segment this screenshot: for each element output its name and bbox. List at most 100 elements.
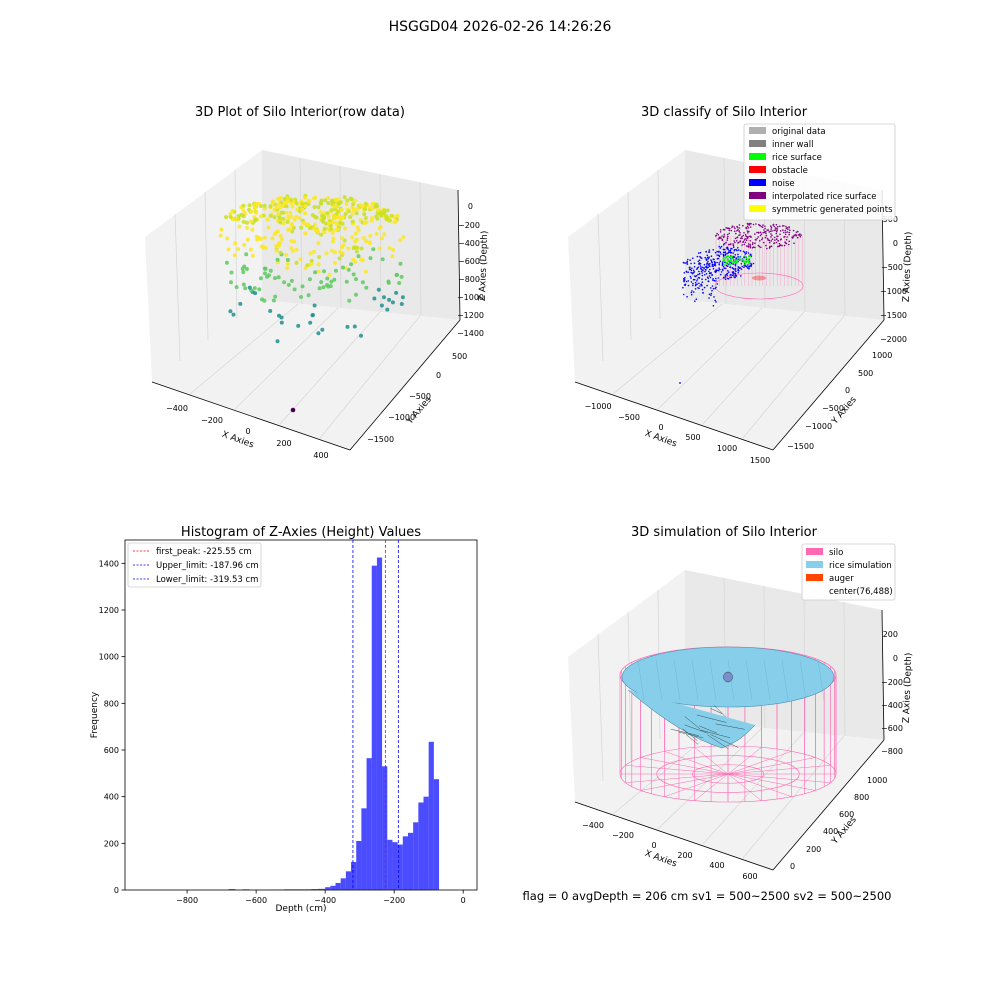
classify-interpolated-point bbox=[726, 239, 729, 241]
classify-interpolated-point bbox=[738, 230, 740, 232]
rice-mesh-line bbox=[781, 659, 789, 701]
classify-interpolated-point bbox=[731, 226, 733, 229]
simulation-floor-pane bbox=[575, 720, 884, 870]
silo-floor-spoke bbox=[727, 751, 792, 775]
raw-scatter-point bbox=[245, 226, 249, 230]
raw-scatter-point bbox=[252, 205, 257, 210]
classify-noise-outlier bbox=[679, 382, 681, 384]
classify-interpolated-point bbox=[768, 239, 771, 242]
classify-ytick: 1000 bbox=[872, 351, 892, 360]
raw-scatter-point bbox=[353, 198, 358, 203]
simulation-zlabel: Z Axies (Depth) bbox=[902, 653, 914, 724]
raw-scatter-point bbox=[332, 261, 337, 265]
raw-scatter-point bbox=[327, 221, 332, 226]
raw-scatter-point bbox=[351, 206, 356, 211]
raw-scatter-point bbox=[393, 219, 398, 224]
raw-scatter-point bbox=[379, 303, 384, 308]
classify-noise-point bbox=[706, 262, 708, 265]
classify-noise-point bbox=[706, 284, 708, 287]
classify-rice-point bbox=[729, 259, 732, 261]
classify-noise-point bbox=[691, 272, 693, 274]
simulation-xtick: 0 bbox=[651, 841, 656, 850]
raw-ytick: 500 bbox=[452, 352, 467, 361]
raw-scatter-point bbox=[307, 277, 312, 282]
classify-interpolated-point bbox=[770, 225, 772, 227]
raw-scatter-point bbox=[279, 320, 284, 325]
raw-scatter-point bbox=[276, 202, 281, 207]
classify-ztick: −500 bbox=[881, 263, 903, 272]
raw-scatter-point bbox=[331, 239, 335, 244]
raw-scatter-point bbox=[234, 217, 239, 221]
classify-noise-point bbox=[699, 251, 702, 254]
classify-xtick: 1000 bbox=[717, 444, 737, 453]
classify-noise-point bbox=[740, 263, 743, 265]
classify-rice-point bbox=[726, 258, 729, 261]
raw-scatter-point bbox=[300, 284, 305, 289]
raw-scatter-point bbox=[278, 234, 283, 238]
raw-scatter-point bbox=[308, 320, 313, 325]
classify-noise-point bbox=[704, 278, 707, 281]
classify-xtick: 500 bbox=[685, 433, 700, 442]
classify-left-pane bbox=[568, 150, 685, 382]
simulation-xtick: −200 bbox=[612, 831, 634, 840]
classify-noise-point bbox=[685, 270, 688, 273]
classify-noise-point bbox=[712, 278, 714, 280]
classify-noise-point bbox=[715, 280, 717, 282]
raw-scatter-point bbox=[324, 221, 329, 226]
raw-scatter-point bbox=[284, 252, 289, 257]
classify-noise-point bbox=[727, 271, 730, 274]
legend-swatch-symmetric-generated-points bbox=[749, 205, 766, 212]
raw-scatter-point bbox=[288, 210, 293, 215]
raw-scatter-point bbox=[363, 269, 368, 274]
classify-interpolated-point bbox=[763, 229, 765, 231]
classify-noise-point bbox=[710, 292, 713, 295]
classify-noise-point bbox=[732, 246, 735, 248]
classify-floor-pane bbox=[575, 300, 884, 450]
raw-scatter-point bbox=[331, 213, 336, 218]
classify-noise-point bbox=[716, 283, 719, 285]
classify-noise-point bbox=[703, 268, 705, 270]
classify-noise-point bbox=[714, 287, 717, 290]
classify-noise-point bbox=[685, 280, 688, 283]
classify-interpolated-point bbox=[747, 232, 749, 234]
classify-interpolated-point bbox=[742, 224, 744, 227]
classify-noise-point bbox=[697, 273, 699, 276]
classify-noise-point bbox=[705, 250, 708, 253]
classify-legend-frame bbox=[743, 123, 896, 221]
raw-scatter-point bbox=[320, 327, 325, 332]
raw-scatter-point bbox=[329, 279, 334, 284]
histogram-bar bbox=[340, 878, 346, 890]
classify-interpolated-point bbox=[750, 223, 752, 225]
histogram-bar bbox=[387, 839, 393, 890]
classify-rice-point bbox=[747, 261, 750, 263]
classify-interpolated-point bbox=[792, 229, 795, 232]
raw-scatter-point bbox=[398, 238, 403, 243]
classify-noise-point bbox=[686, 296, 688, 298]
rice-mesh-line bbox=[637, 659, 645, 701]
raw-scatter-point bbox=[345, 198, 350, 203]
classify-noise-point bbox=[705, 269, 707, 271]
raw-scatter-point bbox=[313, 195, 318, 200]
rice-crater-line bbox=[678, 731, 704, 739]
raw-scatter-point bbox=[384, 217, 389, 221]
classify-noise-point bbox=[733, 249, 736, 251]
histogram-bar bbox=[402, 836, 408, 890]
raw-scatter-point bbox=[363, 201, 368, 206]
classify-noise-point bbox=[712, 268, 715, 270]
raw-ytick: −1000 bbox=[388, 413, 415, 422]
raw-scatter-point bbox=[368, 233, 373, 238]
raw-scatter-title: 3D Plot of Silo Interior(row data) bbox=[195, 105, 405, 120]
raw-scatter-point bbox=[294, 260, 299, 265]
classify-interpolated-point bbox=[723, 228, 726, 231]
raw-scatter-point bbox=[313, 270, 318, 275]
raw-scatter-point bbox=[354, 237, 359, 242]
raw-scatter-point bbox=[312, 226, 316, 231]
classify-noise-point bbox=[690, 269, 693, 272]
raw-scatter-point bbox=[275, 257, 280, 262]
classify-noise-point bbox=[744, 253, 747, 255]
classify-interpolated-point bbox=[784, 229, 786, 232]
histogram-bar bbox=[382, 766, 388, 890]
raw-scatter-point bbox=[335, 215, 339, 220]
classify-noise-point bbox=[747, 252, 750, 254]
